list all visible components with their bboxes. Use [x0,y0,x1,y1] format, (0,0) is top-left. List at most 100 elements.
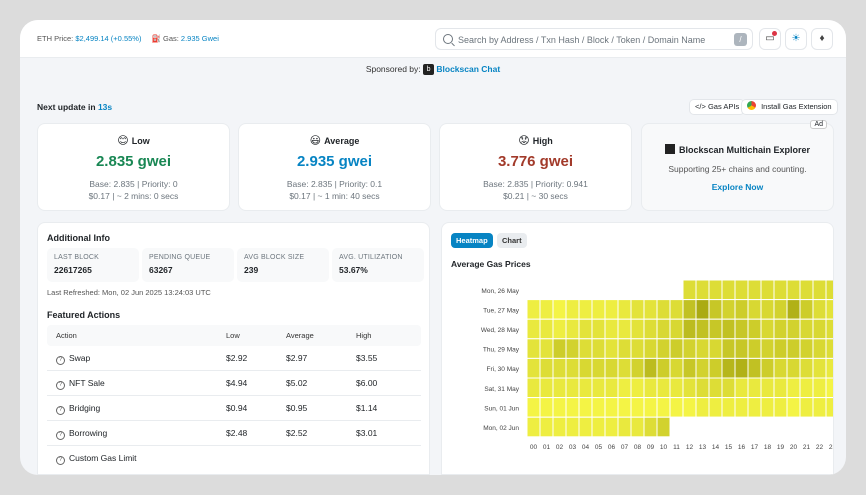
heatmap-cell[interactable] [760,397,775,418]
stat-value[interactable]: 22617265 [54,265,92,275]
heatmap-cell[interactable] [812,377,827,399]
search-input[interactable]: Search by Address / Txn Hash / Block / T… [435,28,753,50]
heatmap-cell[interactable] [656,357,671,379]
heatmap-cell[interactable] [825,338,834,359]
heatmap-cell[interactable] [669,318,684,340]
heatmap-cell[interactable] [617,338,632,359]
heatmap-cell[interactable] [643,377,658,399]
heatmap-cell[interactable] [825,299,834,320]
heatmap-cell[interactable] [812,299,827,320]
heatmap-cell[interactable] [682,377,697,399]
heatmap-cell[interactable] [539,338,554,359]
heatmap-cell[interactable] [812,279,827,301]
heatmap-cell[interactable] [760,299,775,320]
eth-price-value[interactable]: $2,499.14 (+0.55%) [75,34,142,43]
heatmap-cell[interactable] [539,397,554,418]
heatmap-cell[interactable] [591,318,606,340]
heatmap-cell[interactable] [786,299,801,320]
heatmap-cell[interactable] [526,416,541,438]
heatmap-cell[interactable] [526,377,541,399]
heatmap-cell[interactable] [747,357,762,379]
heatmap-cell[interactable] [695,377,710,399]
heatmap-cell[interactable] [682,357,697,379]
heatmap-cell[interactable] [799,377,814,399]
ad-card[interactable]: Ad Blockscan Multichain Explorer Support… [641,120,834,211]
heatmap-cell[interactable] [708,318,723,340]
heatmap-cell[interactable] [760,338,775,359]
heatmap-cell[interactable] [552,357,567,379]
heatmap-cell[interactable] [721,397,736,418]
heatmap-cell[interactable] [695,397,710,418]
heatmap-cell[interactable] [617,377,632,399]
heatmap-cell[interactable] [578,338,593,359]
heatmap-cell[interactable] [591,397,606,418]
heatmap-cell[interactable] [812,357,827,379]
heatmap-cell[interactable] [630,338,645,359]
heatmap-cell[interactable] [773,299,788,320]
heatmap-cell[interactable] [799,397,814,418]
heatmap-cell[interactable] [682,397,697,418]
heatmap-cell[interactable] [825,357,834,379]
sponsor-link[interactable]: Blockscan Chat [436,64,501,74]
heatmap-cell[interactable] [799,299,814,320]
heatmap-cell[interactable] [604,397,619,418]
heatmap-cell[interactable] [721,357,736,379]
heatmap-cell[interactable] [630,416,645,438]
heatmap-cell[interactable] [643,357,658,379]
heatmap-cell[interactable] [721,279,736,301]
heatmap-cell[interactable] [695,299,710,320]
heatmap-cell[interactable] [786,377,801,399]
heatmap-cell[interactable] [786,318,801,340]
heatmap-cell[interactable] [825,377,834,399]
heatmap-cell[interactable] [760,279,775,301]
heatmap-cell[interactable] [591,338,606,359]
heatmap-cell[interactable] [721,299,736,320]
heatmap-cell[interactable] [825,397,834,418]
heatmap-cell[interactable] [734,338,749,359]
heatmap-cell[interactable] [734,318,749,340]
heatmap-cell[interactable] [565,377,580,399]
heatmap-cell[interactable] [734,397,749,418]
heatmap-cell[interactable] [708,338,723,359]
heatmap-cell[interactable] [721,318,736,340]
heatmap-cell[interactable] [617,299,632,320]
help-icon[interactable]: ? [56,431,65,440]
heatmap-cell[interactable] [682,318,697,340]
heatmap-cell[interactable] [656,299,671,320]
help-icon[interactable]: ? [56,356,65,365]
heatmap-cell[interactable] [773,397,788,418]
heatmap-cell[interactable] [565,338,580,359]
heatmap-cell[interactable] [682,338,697,359]
heatmap-cell[interactable] [617,357,632,379]
help-icon[interactable]: ? [56,456,65,465]
heatmap-cell[interactable] [760,318,775,340]
heatmap-cell[interactable] [799,338,814,359]
heatmap-cell[interactable] [773,279,788,301]
heatmap-cell[interactable] [526,357,541,379]
heatmap-cell[interactable] [591,377,606,399]
heatmap-cell[interactable] [578,357,593,379]
tab-heatmap[interactable]: Heatmap [451,233,493,248]
heatmap-cell[interactable] [630,377,645,399]
heatmap-cell[interactable] [812,338,827,359]
help-icon[interactable]: ? [56,381,65,390]
heatmap-cell[interactable] [591,299,606,320]
heatmap-cell[interactable] [552,397,567,418]
heatmap-cell[interactable] [526,397,541,418]
heatmap-cell[interactable] [747,279,762,301]
heatmap-cell[interactable] [786,357,801,379]
heatmap-cell[interactable] [539,318,554,340]
help-icon[interactable]: ? [56,406,65,415]
heatmap-cell[interactable] [747,377,762,399]
theme-toggle-button[interactable]: ☀ [785,28,807,50]
heatmap-cell[interactable] [552,416,567,438]
heatmap-cell[interactable] [734,279,749,301]
heatmap-cell[interactable] [565,318,580,340]
heatmap-cell[interactable] [643,318,658,340]
heatmap-cell[interactable] [604,318,619,340]
heatmap-cell[interactable] [799,357,814,379]
heatmap-cell[interactable] [565,397,580,418]
heatmap-cell[interactable] [526,299,541,320]
heatmap-cell[interactable] [643,338,658,359]
heatmap-cell[interactable] [760,377,775,399]
